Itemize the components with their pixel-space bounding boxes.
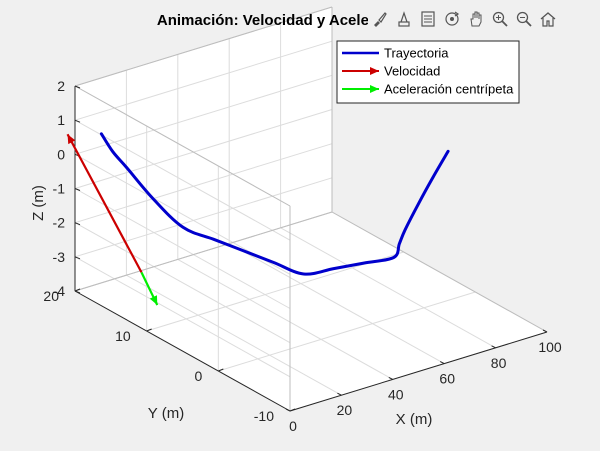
zoom-in-icon[interactable] xyxy=(488,7,511,31)
z-tick-label: -2 xyxy=(53,215,66,231)
z-tick-mark xyxy=(74,119,81,123)
y-tick-mark xyxy=(74,288,81,292)
box-edge xyxy=(331,211,548,333)
box-edge xyxy=(74,6,333,87)
x-tick-mark xyxy=(285,408,291,412)
grid-line xyxy=(74,256,291,378)
home-icon[interactable] xyxy=(536,7,559,31)
grid-line xyxy=(74,143,333,224)
y-tick-mark xyxy=(289,408,296,412)
centripetal-acceleration-vector xyxy=(140,271,159,306)
grid-line xyxy=(74,188,291,309)
grid-line xyxy=(228,243,445,365)
z-tick-label: 1 xyxy=(57,112,65,128)
z-tick-mark xyxy=(74,222,81,226)
legend-entry[interactable]: Velocidad xyxy=(342,64,440,79)
y-tick-mark xyxy=(146,328,152,332)
legend-label: Velocidad xyxy=(384,64,440,79)
y-tick-label: 0 xyxy=(195,368,203,384)
box-edge xyxy=(74,85,291,207)
grid-line xyxy=(74,177,333,258)
y-tick-label: 20 xyxy=(43,288,59,304)
x-axis-label: X (m) xyxy=(396,411,433,428)
data-tip-icon[interactable] xyxy=(392,7,415,31)
z-tick-label: -3 xyxy=(53,249,66,265)
trajectory-line xyxy=(99,132,450,276)
z-tick-label: -4 xyxy=(53,283,66,299)
velocity-vector xyxy=(66,133,143,273)
grid-line xyxy=(218,291,476,372)
y-axis-line xyxy=(74,290,291,412)
legend-entry[interactable]: Trayectoria xyxy=(342,46,449,61)
grid-line xyxy=(74,40,333,121)
legend-label: Trayectoria xyxy=(384,46,449,61)
x-tick-label: 40 xyxy=(388,386,404,402)
z-tick-mark xyxy=(74,290,81,294)
z-tick-label: 0 xyxy=(57,146,65,162)
x-tick-label: 80 xyxy=(491,355,507,371)
legend-entry[interactable]: Aceleración centrípeta xyxy=(342,82,514,97)
x-axis-line xyxy=(289,331,548,412)
legend-swatch xyxy=(342,85,379,93)
x-tick-mark xyxy=(337,392,342,396)
legend-icon[interactable] xyxy=(416,7,439,31)
rotate-3d-icon[interactable] xyxy=(440,7,463,31)
x-tick-mark xyxy=(439,361,445,365)
grid-line xyxy=(74,109,333,189)
x-tick-mark xyxy=(542,329,548,333)
grid-line xyxy=(74,74,333,155)
z-tick-mark xyxy=(74,85,81,89)
z-tick-label: -1 xyxy=(53,181,66,197)
y-tick-label: 10 xyxy=(115,328,131,344)
grid-line xyxy=(74,222,291,344)
z-tick-mark xyxy=(74,256,81,260)
z-tick-label: 2 xyxy=(57,78,65,94)
x-tick-label: 20 xyxy=(337,402,353,418)
x-tick-label: 100 xyxy=(538,339,562,355)
legend-swatch xyxy=(342,67,379,75)
box-edge xyxy=(74,211,333,292)
velocity-vector-head xyxy=(67,134,76,145)
z-axis-label: Z (m) xyxy=(30,185,47,221)
z-tick-mark xyxy=(74,188,81,191)
zoom-out-icon[interactable] xyxy=(512,7,535,31)
x-tick-label: 0 xyxy=(289,418,297,434)
velocity-vector-shaft xyxy=(66,133,143,273)
chart-title: Animación: Velocidad y Acelera xyxy=(157,12,384,29)
pan-icon[interactable] xyxy=(464,7,487,31)
centripetal-acceleration-vector-head xyxy=(149,295,158,306)
grid-line xyxy=(146,251,404,332)
grid-line xyxy=(126,274,342,396)
x-tick-label: 60 xyxy=(439,371,455,387)
legend-label: Aceleración centrípeta xyxy=(384,82,514,97)
axes-toolbar xyxy=(368,6,559,32)
legend-swatch-head xyxy=(370,67,379,75)
grid-line xyxy=(74,119,291,241)
brush-icon[interactable] xyxy=(368,7,391,31)
legend-swatch-head xyxy=(370,85,379,93)
y-tick-mark xyxy=(218,368,224,372)
y-tick-label: -10 xyxy=(254,408,274,424)
grid-line xyxy=(280,227,496,349)
x-tick-mark xyxy=(491,345,496,349)
legend[interactable]: Trayectoria Velocidad Aceleración centrípe… xyxy=(336,40,520,104)
x-tick-mark xyxy=(388,376,394,380)
grid-line xyxy=(177,258,394,380)
y-axis-label: Y (m) xyxy=(148,405,184,422)
